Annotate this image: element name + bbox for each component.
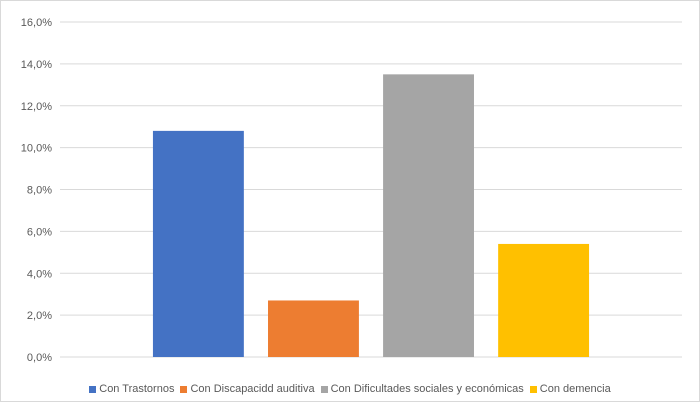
- legend-swatch: [89, 385, 97, 393]
- legend-item: Con Discapacidd auditiva: [180, 383, 315, 395]
- y-axis-tick-labels: 0,0% 2,0% 4,0% 6,0% 8,0% 10,0% 12,0% 14,0% 16,0%: [21, 17, 52, 364]
- legend-item: Con demencia: [529, 383, 611, 395]
- y-tick-label: 0,0%: [27, 352, 52, 364]
- legend-item: Con Trastornos: [89, 383, 174, 395]
- legend-swatch: [320, 385, 328, 393]
- legend: Con Trastornos Con Discapacidd auditiva Co…: [0, 381, 700, 397]
- legend-swatch: [180, 385, 188, 393]
- bar-4: [498, 243, 590, 357]
- y-tick-label: 14,0%: [21, 59, 52, 71]
- y-tick-label: 2,0%: [27, 310, 52, 322]
- y-tick-label: 6,0%: [27, 226, 52, 238]
- y-tick-label: 12,0%: [21, 101, 52, 113]
- y-tick-label: 10,0%: [21, 143, 52, 155]
- bars: [152, 74, 590, 357]
- y-tick-label: 16,0%: [21, 17, 52, 29]
- legend-label: Con demencia: [539, 383, 611, 395]
- legend-label: Con Trastornos: [99, 383, 175, 395]
- bar-2: [268, 300, 359, 357]
- legend-label: Con Discapacidd auditiva: [190, 383, 315, 395]
- bar-3: [383, 74, 474, 357]
- legend-label: Con Dificultades sociales y económicas: [330, 383, 524, 395]
- legend-item: Con Dificultades sociales y económicas: [320, 383, 524, 395]
- legend-swatch: [529, 385, 537, 393]
- y-tick-label: 4,0%: [27, 268, 52, 280]
- y-tick-label: 8,0%: [27, 185, 52, 197]
- bar-1: [152, 130, 244, 357]
